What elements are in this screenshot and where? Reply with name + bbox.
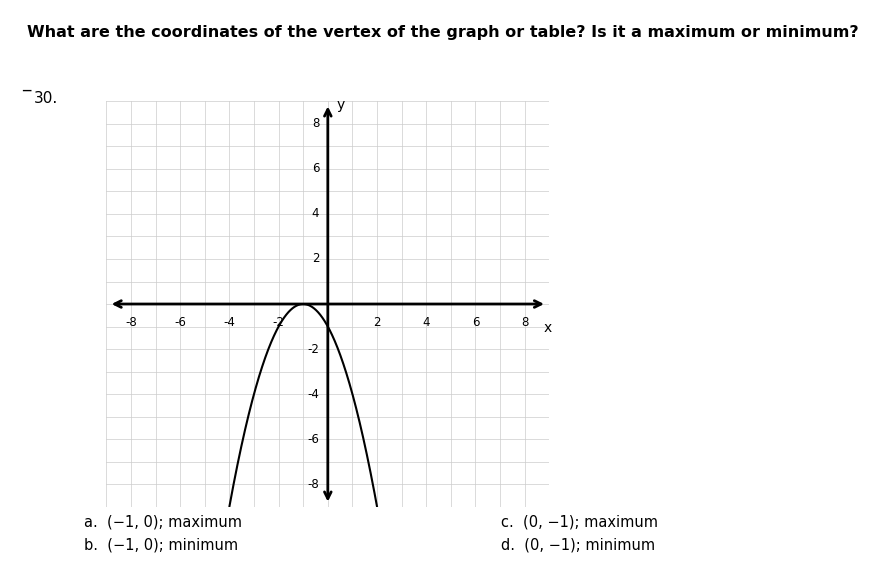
Text: -2: -2 (273, 316, 284, 329)
Text: 8: 8 (312, 117, 319, 131)
Text: What are the coordinates of the vertex of the graph or table? Is it a maximum or: What are the coordinates of the vertex o… (27, 25, 859, 41)
Text: 2: 2 (312, 252, 319, 266)
Text: 6: 6 (471, 316, 479, 329)
Text: c.  (0, −1); maximum: c. (0, −1); maximum (501, 515, 657, 530)
Text: x: x (544, 321, 552, 335)
Text: -6: -6 (307, 432, 319, 446)
Text: 8: 8 (521, 316, 528, 329)
Text: -6: -6 (175, 316, 186, 329)
Text: 6: 6 (312, 162, 319, 176)
Text: 30.: 30. (34, 91, 58, 106)
Text: d.  (0, −1); minimum: d. (0, −1); minimum (501, 538, 655, 552)
Text: 4: 4 (312, 207, 319, 221)
Text: 4: 4 (423, 316, 430, 329)
Text: -8: -8 (125, 316, 136, 329)
Text: -8: -8 (307, 477, 319, 491)
Text: 2: 2 (373, 316, 381, 329)
Text: -4: -4 (223, 316, 236, 329)
Text: a.  (−1, 0); maximum: a. (−1, 0); maximum (84, 515, 242, 530)
Text: b.  (−1, 0); minimum: b. (−1, 0); minimum (84, 538, 238, 552)
Text: y: y (337, 98, 345, 111)
Text: -4: -4 (307, 387, 319, 401)
Text: -2: -2 (307, 342, 319, 356)
Text: _: _ (22, 73, 30, 91)
